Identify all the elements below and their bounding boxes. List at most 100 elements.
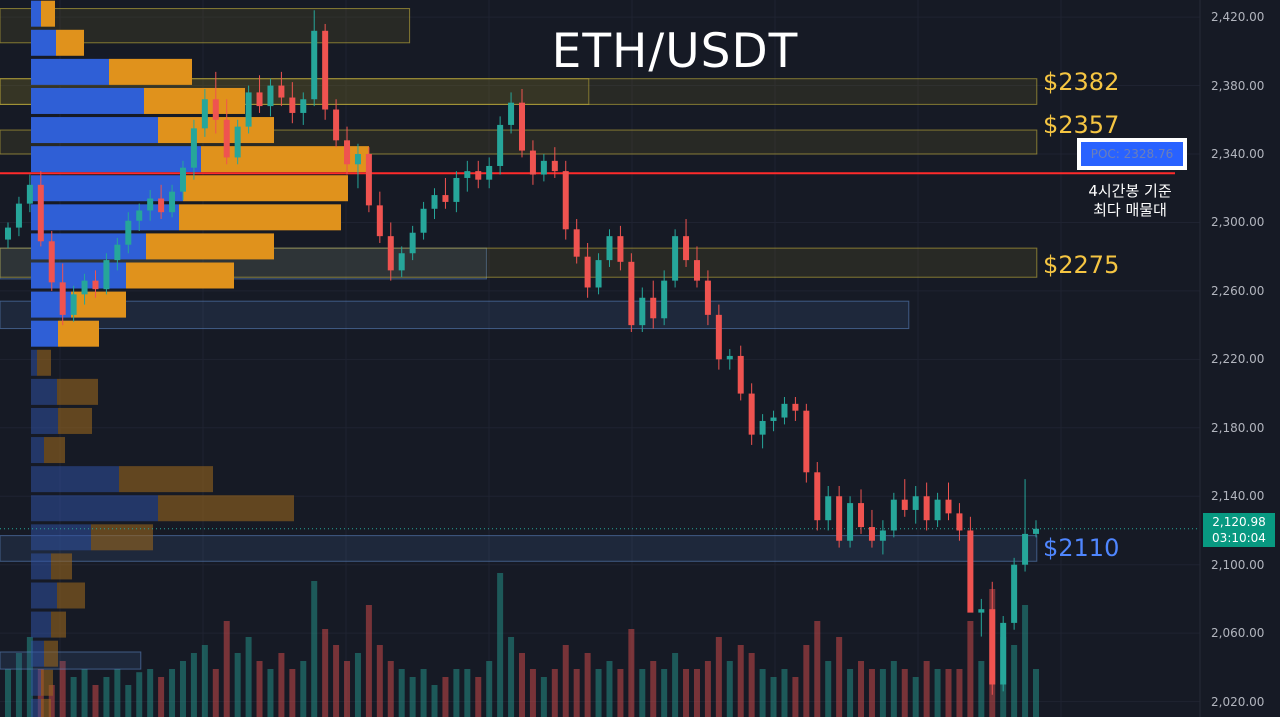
poc-note: 4시간봉 기준 최다 매물대 [1060, 182, 1200, 220]
candle-body [617, 236, 624, 262]
candle-body [748, 393, 755, 435]
volume-profile-buy-bar [31, 146, 201, 173]
volume-profile-buy-bar [31, 407, 58, 434]
candle-body [781, 403, 788, 418]
volume-bar [223, 621, 230, 717]
candle-body [158, 198, 165, 213]
volume-bar [770, 677, 777, 717]
candle-body [879, 530, 886, 541]
volume-bar [923, 661, 930, 717]
volume-bar [15, 653, 22, 717]
candle-body [464, 171, 471, 178]
volume-profile-sell-bar [41, 669, 53, 696]
volume-profile-sell-bar [91, 524, 153, 551]
candle-body [519, 102, 525, 151]
volume-bar [540, 677, 547, 717]
volume-profile-buy-bar [31, 349, 37, 376]
volume-profile-buy-bar [31, 204, 179, 231]
candle-body [1022, 533, 1029, 565]
volume-bar [201, 645, 208, 717]
bar-countdown: 03:10:04 [1212, 531, 1266, 545]
candle-body [26, 184, 33, 204]
volume-bar [890, 661, 897, 717]
candle-body [179, 167, 186, 192]
candle-body [704, 280, 711, 315]
volume-bar [683, 669, 690, 717]
volume-bar [267, 669, 274, 717]
y-tick-label: 2,100.00 [1211, 557, 1265, 572]
poc-note-line1: 4시간봉 기준 [1088, 182, 1172, 200]
volume-profile-buy-bar [31, 0, 41, 27]
candle-body [759, 420, 766, 435]
volume-bar [1033, 669, 1039, 717]
volume-bar [606, 661, 613, 717]
volume-bar [792, 677, 799, 717]
volume-bar [726, 661, 733, 717]
level-label-2357: $2357 [1043, 110, 1120, 139]
volume-bar [475, 677, 482, 717]
volume-profile-sell-bar [179, 204, 341, 231]
volume-bar [256, 661, 263, 717]
volume-bar [136, 672, 143, 717]
candle-body [147, 198, 154, 211]
candle-body [529, 150, 536, 175]
volume-bar [376, 645, 383, 717]
volume-bar [453, 669, 460, 717]
volume-profile-buy-bar [31, 466, 119, 493]
volume-bar [234, 653, 241, 717]
volume-bar [639, 669, 646, 717]
volume-profile-buy-bar [31, 553, 51, 580]
volume-bar [464, 669, 471, 717]
y-tick-label: 2,420.00 [1211, 10, 1265, 25]
volume-bar [497, 573, 504, 717]
candle-body [322, 30, 329, 110]
volume-bar [847, 669, 854, 717]
current-price-tag: 2,120.98 03:10:04 [1203, 513, 1275, 547]
y-tick-label: 2,140.00 [1211, 489, 1265, 504]
candle-body [650, 297, 657, 319]
volume-bar [92, 685, 99, 717]
y-tick-label: 2,020.00 [1211, 694, 1265, 709]
volume-bar [945, 669, 952, 717]
candle-body [365, 154, 372, 206]
volume-bar [573, 669, 580, 717]
volume-bar [529, 669, 536, 717]
candle-body [245, 92, 252, 127]
volume-bar [781, 669, 788, 717]
volume-bar [5, 669, 11, 717]
candle-body [453, 177, 460, 202]
candle-body [169, 191, 176, 213]
volume-profile-buy-bar [31, 58, 109, 85]
candle-body [475, 171, 482, 180]
y-tick-label: 2,180.00 [1211, 420, 1265, 435]
volume-bar [365, 605, 372, 717]
volume-bar [661, 669, 668, 717]
volume-bar [825, 661, 832, 717]
volume-bar [398, 669, 405, 717]
volume-profile-sell-bar [158, 495, 294, 522]
volume-bar [169, 669, 176, 717]
y-tick-label: 2,060.00 [1211, 626, 1265, 641]
volume-profile-sell-bar [44, 640, 58, 667]
volume-profile-buy-bar [31, 611, 51, 638]
volume-profile-sell-bar [183, 175, 348, 202]
volume-bar [333, 645, 340, 717]
candle-body [486, 165, 493, 180]
candle-body [836, 496, 843, 541]
level-label-2110: $2110 [1043, 533, 1120, 562]
poc-label-box: POC: 2328.76 [1077, 138, 1187, 170]
candle-body [289, 97, 296, 113]
candle-body [890, 499, 897, 531]
candle-body [234, 126, 241, 158]
volume-bar [704, 661, 711, 717]
candle-body [267, 85, 274, 107]
candle-body [683, 236, 690, 261]
candle-body [136, 210, 143, 221]
candle-body [770, 417, 777, 421]
candle-body [573, 229, 580, 257]
candle-body [190, 128, 197, 168]
y-tick-label: 2,220.00 [1211, 352, 1265, 367]
candle-body [628, 261, 635, 326]
current-price: 2,120.98 [1212, 515, 1266, 529]
